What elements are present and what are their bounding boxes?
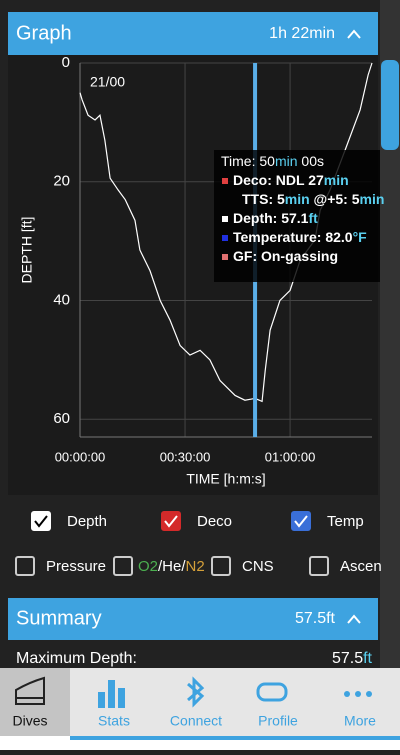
nav-label[interactable]: Dives <box>12 713 47 729</box>
y-tick-label: 40 <box>53 291 70 308</box>
nav-label[interactable]: Stats <box>98 713 130 729</box>
check <box>34 515 48 528</box>
gas-label: 21/00 <box>90 74 125 90</box>
text-part: 57.5 <box>332 650 363 667</box>
text-part: min <box>360 191 385 207</box>
nav-labels: Dives Stats Connect Profile More <box>12 713 376 729</box>
text-part: ft <box>308 210 318 226</box>
checkbox[interactable] <box>211 556 231 576</box>
collapse-icon[interactable] <box>347 29 361 39</box>
y-tick-label: 0 <box>62 54 70 71</box>
option-label: Deco <box>197 513 232 530</box>
options: Depth Deco Temp Pressure O2/He/N2 CNS Ascen <box>15 511 382 576</box>
text-part: Temperature: 82.0 <box>233 229 353 245</box>
text-part: Depth: 57.1 <box>233 210 309 226</box>
x-tick-label: 00:00:00 <box>55 449 106 464</box>
tooltip-marker <box>222 178 228 184</box>
checkbox[interactable] <box>113 556 133 576</box>
checkbox[interactable] <box>15 556 35 576</box>
text-part: GF: On-gassing <box>233 248 338 264</box>
row-label: Maximum Depth: <box>16 650 137 667</box>
tooltip-line: Depth: 57.1ft <box>233 210 318 226</box>
y-axis-title: DEPTH [ft] <box>19 217 35 284</box>
text-part: min <box>285 191 310 207</box>
check <box>294 515 308 528</box>
text-part: Time: 50 <box>221 153 275 169</box>
text-part: min <box>275 153 298 169</box>
summary-header[interactable] <box>8 598 378 640</box>
scroll-track <box>380 0 400 670</box>
checkbox[interactable] <box>31 511 51 531</box>
text-part: 00s <box>298 153 324 169</box>
option-label: Depth <box>67 513 107 530</box>
checkbox[interactable] <box>291 511 311 531</box>
summary-title: Summary <box>16 607 102 629</box>
text-part: min <box>324 172 349 188</box>
row-value: 57.5ft <box>332 650 373 667</box>
option-label: Temp <box>327 513 364 530</box>
graph-header[interactable] <box>8 12 378 55</box>
scroll-thumb[interactable] <box>381 60 399 150</box>
tooltip-marker <box>222 216 228 222</box>
connect-icon[interactable] <box>187 676 205 708</box>
tooltip-marker <box>222 235 228 241</box>
y-tick-label: 20 <box>53 173 70 190</box>
checkbox[interactable] <box>309 556 329 576</box>
x-tick-label: 01:00:00 <box>265 449 316 464</box>
check <box>164 515 178 528</box>
graph-title: Graph <box>16 22 72 44</box>
tooltip-line: GF: On-gassing <box>233 248 338 264</box>
option-label: O2/He/N2 <box>138 558 205 575</box>
text-part: /He/ <box>158 558 186 575</box>
text-part: °F <box>353 229 368 245</box>
nav-label[interactable]: Connect <box>170 713 222 729</box>
tooltip-line: Temperature: 82.0°F <box>233 229 367 245</box>
option-label: Pressure <box>46 558 106 575</box>
nav-label[interactable]: More <box>344 713 376 729</box>
stats-icon[interactable] <box>98 680 125 708</box>
text-part: ft <box>326 610 335 627</box>
tooltip-box <box>214 150 380 282</box>
profile-icon[interactable] <box>256 682 288 702</box>
duration: 1h 22min <box>269 25 335 42</box>
dives-icon[interactable] <box>15 676 45 705</box>
nav-label[interactable]: Profile <box>258 713 298 729</box>
tooltip-line: TTS: 5min @+5: 5min <box>242 191 384 207</box>
x-axis-title: TIME [h:m:s] <box>186 471 265 487</box>
option-label: Ascen <box>340 558 382 575</box>
text-part: 57.5 <box>295 610 326 627</box>
x-tick-label: 00:30:00 <box>160 449 211 464</box>
checkbox[interactable] <box>161 511 181 531</box>
summary-rows: Maximum Depth: 57.5ft <box>16 650 373 667</box>
text-part: TTS: 5 <box>242 191 285 207</box>
more-icon[interactable] <box>344 691 372 697</box>
option-label: CNS <box>242 558 274 575</box>
text-part: N2 <box>186 558 205 575</box>
text-part: O2 <box>138 558 158 575</box>
tooltip-line: Deco: NDL 27min <box>233 172 349 188</box>
tooltip-line: Time: 50min 00s <box>221 153 324 169</box>
summary-value: 57.5ft <box>295 610 336 627</box>
text-part: ft <box>363 650 372 667</box>
collapse-icon[interactable] <box>347 614 361 624</box>
text-part: @+5: 5 <box>310 191 360 207</box>
page-indicator <box>70 736 400 740</box>
tooltip-marker <box>222 254 228 260</box>
y-tick-label: 60 <box>53 410 70 427</box>
text-part: Deco: NDL 27 <box>233 172 324 188</box>
